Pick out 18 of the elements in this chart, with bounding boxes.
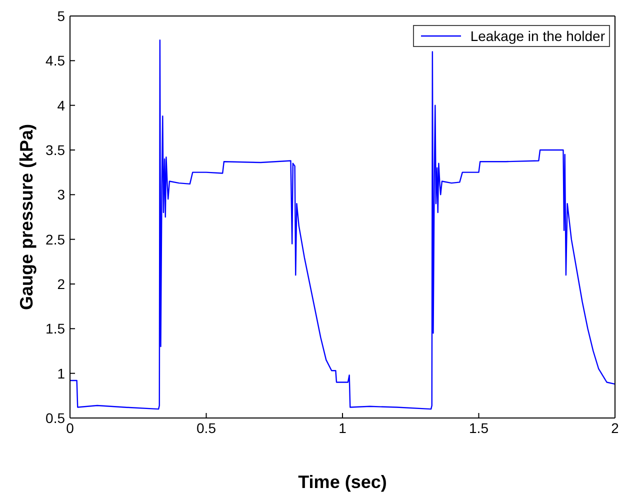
y-tick-label: 2.5 [46, 231, 66, 248]
y-tick-label: 4.5 [46, 52, 66, 69]
x-tick-label: 2 [611, 420, 619, 436]
y-axis-title: Gauge pressure (kPa) [16, 124, 36, 310]
y-tick-label: 1 [57, 365, 66, 382]
x-axis-title: Time (sec) [298, 472, 387, 492]
y-tick-label: 3 [57, 186, 66, 203]
legend-label: Leakage in the holder [470, 28, 605, 44]
x-tick-label: 0 [66, 420, 74, 436]
x-tick-label: 0.5 [196, 420, 216, 436]
y-tick-label: 4 [57, 97, 66, 114]
y-tick-label: 1.5 [46, 320, 66, 337]
x-tick-label: 1 [338, 420, 347, 436]
y-tick-label: 0.5 [46, 410, 66, 426]
x-tick-label: 1.5 [469, 420, 489, 436]
y-tick-label: 2 [57, 276, 66, 292]
y-tick-label: 5 [57, 8, 66, 24]
y-tick-label: 3.5 [46, 142, 66, 158]
